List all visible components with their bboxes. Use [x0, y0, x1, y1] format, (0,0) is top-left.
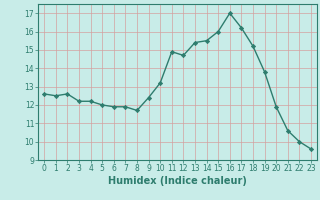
X-axis label: Humidex (Indice chaleur): Humidex (Indice chaleur)	[108, 176, 247, 186]
